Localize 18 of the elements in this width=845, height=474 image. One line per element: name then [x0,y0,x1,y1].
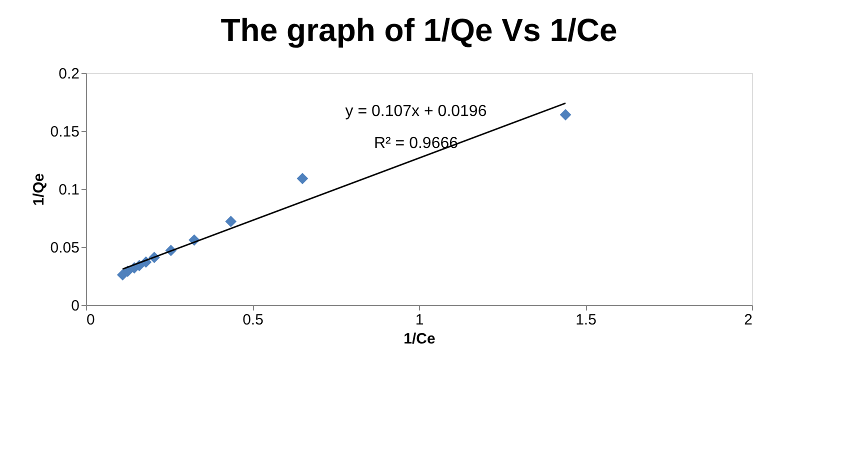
x-tick-label: 0.5 [242,312,264,328]
y-tick-label: 0.05 [50,240,80,256]
y-axis-title: 1/Qe [30,173,48,206]
y-tick-label: 0.15 [50,124,80,140]
x-tick-label: 2 [744,312,752,328]
x-axis-title: 1/Ce [404,330,436,348]
x-tick-label: 1 [415,312,424,328]
y-tick-label: 0 [71,298,80,314]
annotation: y = 0.107x + 0.0196 [345,103,487,120]
chart-title: The graph of 1/Qe Vs 1/Ce [220,12,618,48]
y-tick-label: 0.1 [58,182,80,198]
point [225,216,237,228]
point [560,109,572,120]
annotation: R² = 0.9666 [374,135,458,152]
x-tick-label: 1.5 [576,312,596,328]
point [296,172,308,184]
x-tick-label: 0 [86,312,95,328]
y-tick-label: 0.2 [58,66,80,82]
